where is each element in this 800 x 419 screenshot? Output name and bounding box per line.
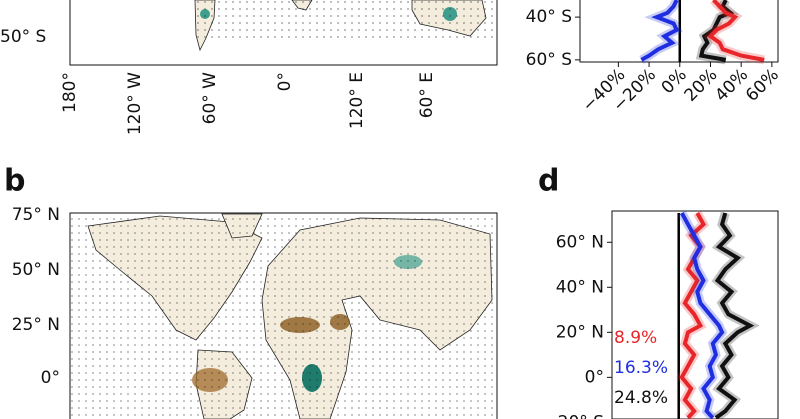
- panel-label: b: [4, 164, 25, 199]
- annotation: 24.8%: [614, 388, 668, 408]
- profile-line: [714, 212, 755, 419]
- y-tick-label: 40° S: [526, 7, 572, 27]
- y-tick-label: 40° N: [556, 277, 604, 297]
- x-tick-label: 40%: [711, 65, 752, 106]
- annotation: 16.3%: [614, 358, 668, 378]
- x-tick-label: 60%: [742, 65, 783, 106]
- map-x-label: 120° E: [347, 72, 367, 129]
- profile-line: [698, 0, 735, 62]
- map-x-label: 120° W: [125, 72, 145, 135]
- profile-line: [707, 0, 765, 62]
- stipple: [195, 0, 495, 40]
- panel-label: d: [538, 164, 559, 199]
- map-y-label: 50° N: [12, 260, 60, 280]
- y-tick-label: 0°: [585, 367, 604, 387]
- map-x-label: 180°: [60, 72, 80, 113]
- y-tick-label: 20° S: [558, 412, 604, 419]
- map-x-label: 0°: [275, 72, 295, 91]
- profile-line: [640, 0, 680, 62]
- map-x-label: 60° W: [200, 72, 220, 125]
- plot-frame: [611, 210, 779, 419]
- profile-line: [680, 212, 725, 419]
- map-y-label: 0°: [41, 368, 60, 388]
- y-tick-label: 20° N: [556, 322, 604, 342]
- map-y-label: 25° N: [12, 315, 60, 335]
- y-tick-label: 60° S: [526, 50, 572, 70]
- map-y-label: 75° N: [12, 205, 60, 225]
- map-y-label: 50° S: [0, 27, 46, 47]
- stipple: [70, 213, 497, 419]
- annotation: 8.9%: [614, 328, 657, 348]
- y-tick-label: 60° N: [556, 232, 604, 252]
- x-tick-label: 20%: [681, 65, 722, 106]
- map-x-label: 60° E: [417, 72, 437, 118]
